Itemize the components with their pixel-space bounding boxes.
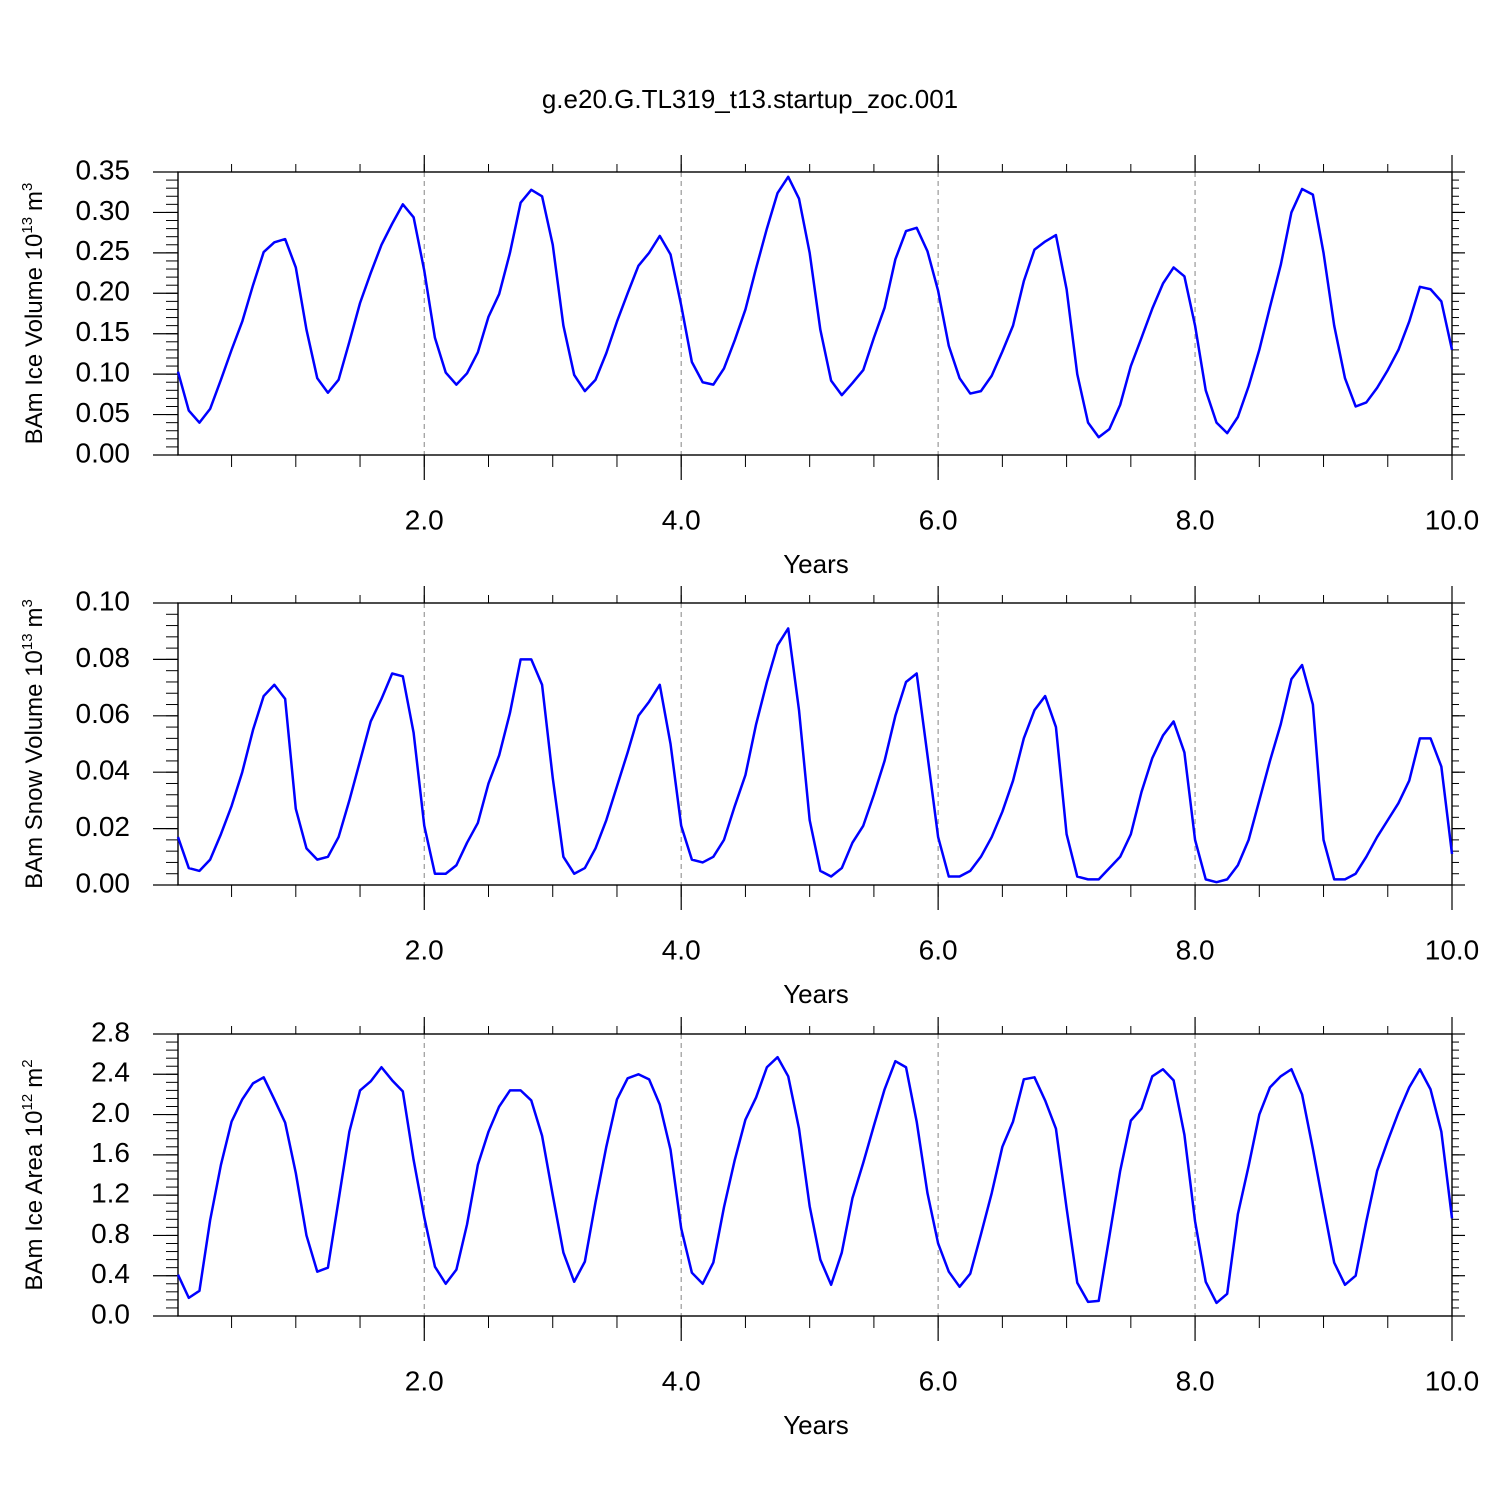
plot-frame [177, 171, 1453, 456]
data-line [176, 627, 1454, 884]
y-axis-label-part: m [21, 607, 48, 627]
y-tick-label: 0.00 [76, 867, 131, 898]
y-axis-label-part: 2 [19, 1059, 36, 1067]
x-axis-label: Years [783, 979, 849, 1009]
x-tick-label: 4.0 [662, 934, 701, 965]
y-tick-label: 0.25 [76, 235, 131, 266]
y-tick-label: 0.05 [76, 397, 131, 428]
y-tick-label: 1.2 [91, 1178, 130, 1209]
y-tick-label: 2.8 [91, 1016, 130, 1047]
x-tick-label: 8.0 [1176, 504, 1215, 535]
y-tick-label: 0.0 [91, 1298, 130, 1329]
y-axis-label-part: BAm Snow Volume 10 [21, 650, 48, 889]
y-tick-label: 2.4 [91, 1057, 130, 1088]
y-tick-label: 0.08 [76, 642, 131, 673]
y-tick-label: 0.8 [91, 1218, 130, 1249]
y-tick-label: 0.04 [76, 755, 131, 786]
data-line [176, 1055, 1454, 1305]
x-tick-label: 8.0 [1176, 1365, 1215, 1396]
y-tick-label: 0.02 [76, 811, 131, 842]
x-tick-label: 6.0 [919, 504, 958, 535]
y-axis-label-part: m [21, 191, 48, 211]
x-tick-label: 10.0 [1425, 1365, 1480, 1396]
x-tick-label: 10.0 [1425, 504, 1480, 535]
plot-frame [177, 1033, 1453, 1317]
x-tick-label: 6.0 [919, 934, 958, 965]
figure-title: g.e20.G.TL319_t13.startup_zoc.001 [542, 84, 958, 114]
y-axis-label: BAm Ice Area 1012 m2 [19, 1059, 48, 1290]
y-tick-label: 1.6 [91, 1137, 130, 1168]
y-axis-label-part: BAm Ice Area 10 [21, 1110, 48, 1290]
y-axis-label-part: 13 [19, 633, 36, 650]
y-tick-label: 0.35 [76, 154, 131, 185]
y-tick-label: 0.15 [76, 316, 131, 347]
y-tick-label: 0.00 [76, 437, 131, 468]
x-tick-label: 2.0 [405, 504, 444, 535]
y-axis-label-part: 3 [19, 183, 36, 191]
y-tick-label: 0.10 [76, 585, 131, 616]
y-axis-label-part: 12 [19, 1094, 36, 1111]
x-axis-label: Years [783, 549, 849, 579]
x-tick-label: 4.0 [662, 504, 701, 535]
y-axis-label: BAm Ice Volume 1013 m3 [19, 183, 48, 445]
y-axis-label-part: BAm Ice Volume 10 [21, 234, 48, 445]
x-tick-label: 2.0 [405, 1365, 444, 1396]
y-axis-label: BAm Snow Volume 1013 m3 [19, 599, 48, 889]
y-tick-label: 0.4 [91, 1258, 130, 1289]
y-tick-label: 0.30 [76, 195, 131, 226]
y-axis-label-part: 3 [19, 599, 36, 607]
y-tick-label: 2.0 [91, 1097, 130, 1128]
x-tick-label: 6.0 [919, 1365, 958, 1396]
x-axis-label: Years [783, 1410, 849, 1440]
data-line [176, 175, 1454, 439]
y-tick-label: 0.10 [76, 357, 131, 388]
x-tick-label: 8.0 [1176, 934, 1215, 965]
y-tick-label: 0.06 [76, 698, 131, 729]
x-tick-label: 4.0 [662, 1365, 701, 1396]
y-axis-label-part: 13 [19, 217, 36, 234]
x-tick-label: 10.0 [1425, 934, 1480, 965]
x-tick-label: 2.0 [405, 934, 444, 965]
y-tick-label: 0.20 [76, 276, 131, 307]
plot-frame [177, 602, 1453, 886]
y-axis-label-part: m [21, 1068, 48, 1088]
